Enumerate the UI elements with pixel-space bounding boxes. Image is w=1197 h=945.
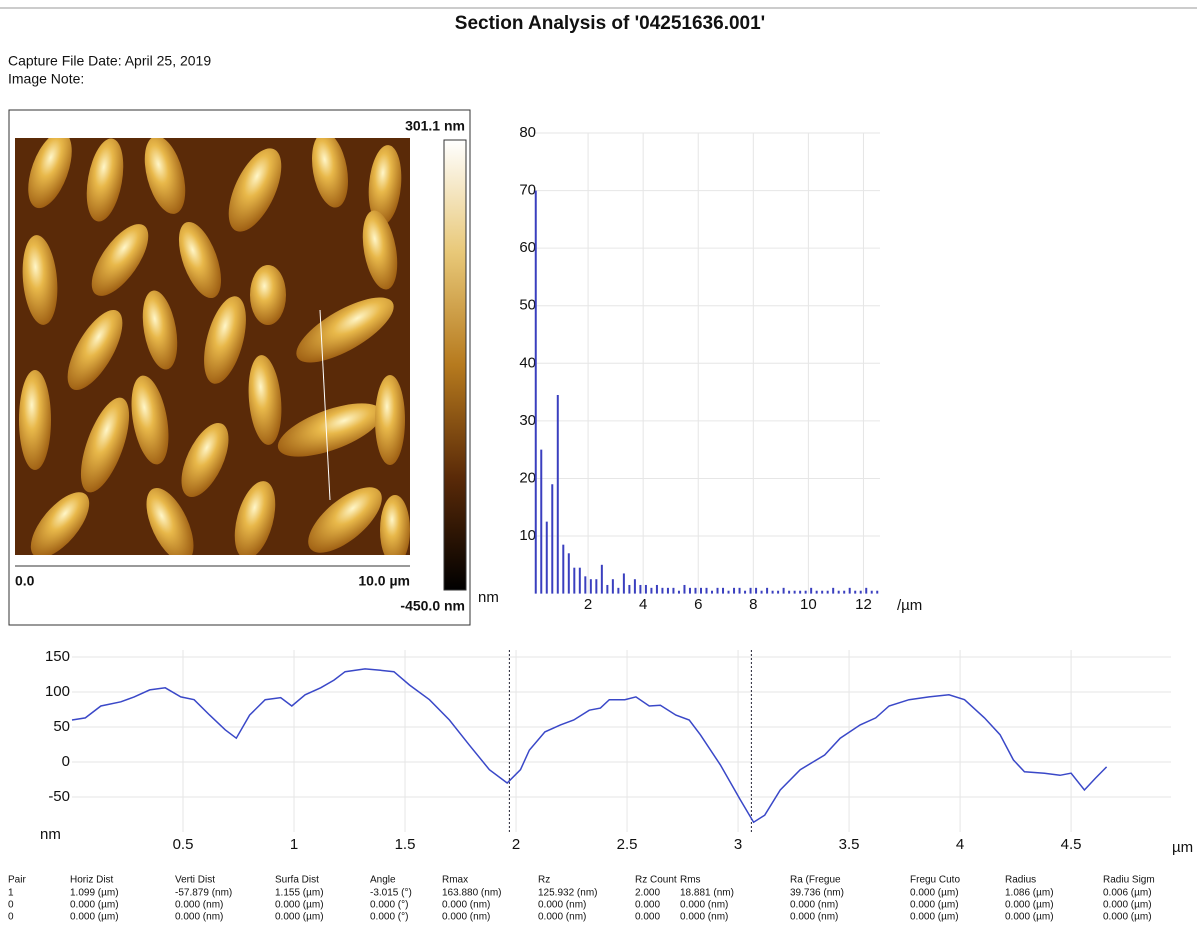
image-frame	[8, 109, 471, 626]
table-cell: 0.000 (nm)	[538, 912, 586, 923]
x-tick-label: 8	[749, 596, 757, 613]
x-end-label: 10.0 µm	[358, 573, 410, 589]
afm-image	[15, 138, 410, 555]
table-cell: 0.000 (µm)	[1005, 900, 1054, 911]
table-header: Fregu Cuto	[910, 875, 960, 886]
table-cell: 0.000 (µm)	[1005, 912, 1054, 923]
y-tick-label: 20	[519, 469, 536, 486]
table-header: Angle	[370, 875, 396, 886]
table-cell: 0.000 (µm)	[1103, 912, 1152, 923]
y-tick-label: 50	[519, 297, 536, 314]
color-bar	[443, 139, 467, 591]
x-tick-label: 6	[694, 596, 702, 613]
y-tick-label: 100	[45, 683, 70, 700]
profile-line	[71, 668, 1108, 824]
table-cell: 0.000 (nm)	[175, 900, 223, 911]
table-cell: 0.000	[635, 912, 660, 923]
table-cell: 0.006 (µm)	[1103, 888, 1152, 899]
capture-date: Capture File Date: April 25, 2019	[8, 53, 211, 69]
y-tick-label: 80	[519, 124, 536, 141]
table-cell: 0.000 (nm)	[680, 912, 728, 923]
x-tick-label: 1.5	[395, 836, 416, 853]
image-note: Image Note:	[8, 71, 84, 87]
x-tick-label: 4	[956, 836, 964, 853]
x-axis-label: µm	[1172, 839, 1193, 856]
table-cell: 0.000 (nm)	[442, 912, 490, 923]
table-cell: 0.000 (µm)	[275, 900, 324, 911]
x-axis-label: /µm	[897, 597, 922, 614]
table-cell: 0.000 (nm)	[175, 912, 223, 923]
table-cell: 0.000 (µm)	[910, 888, 959, 899]
table-cell: 0.000 (µm)	[70, 912, 119, 923]
table-cell: 1	[8, 888, 14, 899]
y-tick-label: 40	[519, 354, 536, 371]
table-header: Radius	[1005, 875, 1036, 886]
table-cell: 0.000 (nm)	[790, 912, 838, 923]
x-tick-label: 2	[512, 836, 520, 853]
table-cell: 0.000 (nm)	[680, 900, 728, 911]
table-header: Verti Dist	[175, 875, 215, 886]
z-max-label: 301.1 nm	[405, 118, 465, 134]
table-header: Rz Count	[635, 875, 677, 886]
x-tick-label: 12	[855, 596, 872, 613]
table-header: Pair	[8, 875, 26, 886]
table-cell: 18.881 (nm)	[680, 888, 734, 899]
table-cell: 0.000 (nm)	[538, 900, 586, 911]
table-cell: 2.000	[635, 888, 660, 899]
table-cell: 1.099 (µm)	[70, 888, 119, 899]
table-cell: 39.736 (nm)	[790, 888, 844, 899]
table-cell: 0.000 (nm)	[790, 900, 838, 911]
table-cell: 0.000 (µm)	[70, 900, 119, 911]
x-tick-label: 3	[734, 836, 742, 853]
table-header: Horiz Dist	[70, 875, 114, 886]
x-tick-label: 4	[639, 596, 647, 613]
table-cell: 1.155 (µm)	[275, 888, 324, 899]
x-tick-label: 2	[584, 596, 592, 613]
table-cell: 0.000 (µm)	[910, 912, 959, 923]
y-tick-label: 10	[519, 527, 536, 544]
table-cell: 163.880 (nm)	[442, 888, 501, 899]
table-cell: 0.000 (°)	[370, 912, 408, 923]
x-tick-label: 1	[290, 836, 298, 853]
table-header: Surfa Dist	[275, 875, 319, 886]
y-axis-label: nm	[40, 826, 61, 843]
y-tick-label: 0	[62, 753, 70, 770]
y-tick-label: 70	[519, 182, 536, 199]
table-cell: 0.000 (nm)	[442, 900, 490, 911]
table-cell: 0.000 (µm)	[1103, 900, 1152, 911]
x-tick-label: 0.5	[173, 836, 194, 853]
table-cell: 0.000 (µm)	[910, 900, 959, 911]
table-cell: -57.879 (nm)	[175, 888, 232, 899]
table-cell: 0	[8, 900, 14, 911]
table-cell: 0	[8, 912, 14, 923]
y-axis-label: nm	[478, 589, 499, 606]
x-tick-label: 3.5	[839, 836, 860, 853]
table-cell: 125.932 (nm)	[538, 888, 597, 899]
table-header: Rmax	[442, 875, 468, 886]
table-cell: 1.086 (µm)	[1005, 888, 1054, 899]
table-cell: -3.015 (°)	[370, 888, 412, 899]
z-min-label: -450.0 nm	[400, 598, 465, 614]
x-tick-label: 10	[800, 596, 817, 613]
page-title: Section Analysis of '04251636.001'	[455, 13, 765, 34]
x-tick-label: 4.5	[1061, 836, 1082, 853]
table-cell: 0.000 (°)	[370, 900, 408, 911]
table-header: Ra (Fregue	[790, 875, 841, 886]
table-cell: 0.000 (µm)	[275, 912, 324, 923]
table-cell: 0.000	[635, 900, 660, 911]
y-tick-label: 60	[519, 239, 536, 256]
x-start-label: 0.0	[15, 573, 35, 589]
x-tick-label: 2.5	[617, 836, 638, 853]
y-tick-label: 150	[45, 648, 70, 665]
results-table: Pair Horiz Dist Verti Dist Surfa Dist Angle R…	[8, 875, 1155, 923]
table-header: Radiu Sigm	[1103, 875, 1155, 886]
table-header: Rms	[680, 875, 701, 886]
y-tick-label: 30	[519, 412, 536, 429]
y-tick-label: -50	[48, 788, 70, 805]
table-header: Rz	[538, 875, 550, 886]
y-tick-label: 50	[53, 718, 70, 735]
